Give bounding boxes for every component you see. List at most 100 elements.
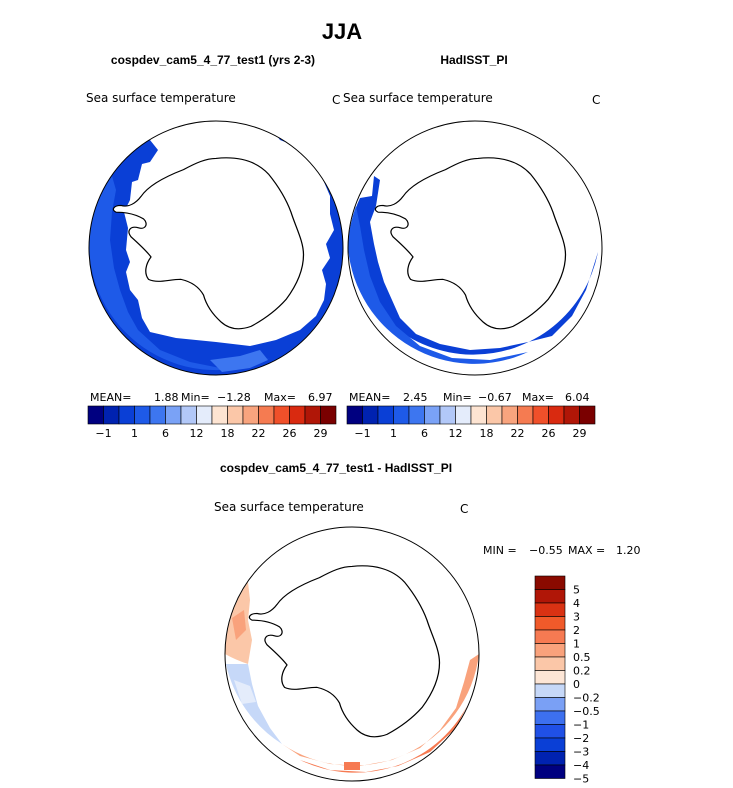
panel-test-mean-value: 1.88: [154, 391, 179, 404]
colorbar-box-test-14: [304, 405, 321, 425]
colorbar-box-obs-12: [532, 405, 549, 425]
panel-test-variable: Sea surface temperature: [86, 91, 236, 105]
diff-colorbar-tick-10: −1: [573, 719, 589, 732]
colorbar-box-obs-4: [408, 405, 425, 425]
panel-obs-colorbar-ticks: −1 1 6 12 18 22 26 29: [354, 427, 586, 440]
diff-colorbar-tick-4: 1: [573, 638, 580, 651]
diff-colorbar-box-10: [534, 710, 566, 725]
panel-test-map: [88, 120, 344, 376]
colorbar-box-test-9: [227, 405, 244, 425]
panel-obs-mean-label: MEAN=: [349, 391, 390, 404]
colorbar-box-obs-15: [579, 405, 596, 425]
panel-obs-min-value: −0.67: [478, 391, 512, 404]
panel-obs-map: [347, 120, 603, 376]
diff-colorbar-box-4: [534, 629, 566, 644]
colorbar-box-test-4: [149, 405, 166, 425]
colorbar-tick-obs-0: −1: [354, 427, 370, 440]
colorbar-box-test-12: [273, 405, 290, 425]
colorbar-box-obs-9: [486, 405, 503, 425]
colorbar-tick-test-4: 18: [221, 427, 235, 440]
panel-diff-colorbar: [534, 575, 566, 779]
colorbar-box-test-11: [258, 405, 275, 425]
colorbar-tick-obs-3: 12: [449, 427, 463, 440]
panel-test-colorbar-ticks: −1 1 6 12 18 22 26 29: [95, 427, 327, 440]
difference-title: cospdev_cam5_4_77_test1 - HadISST_PI: [220, 461, 452, 475]
colorbar-box-obs-8: [470, 405, 487, 425]
panel-diff-stats: MIN = −0.55 MAX = 1.20: [483, 544, 641, 557]
colorbar-box-obs-0: [346, 405, 363, 425]
panel-test-case-label: cospdev_cam5_4_77_test1 (yrs 2-3): [111, 53, 315, 67]
colorbar-box-obs-2: [377, 405, 394, 425]
colorbar-tick-obs-5: 22: [511, 427, 525, 440]
diff-colorbar-box-14: [534, 764, 566, 779]
colorbar-box-test-10: [242, 405, 259, 425]
colorbar-tick-test-5: 22: [252, 427, 266, 440]
colorbar-box-test-15: [320, 405, 337, 425]
diff-colorbar-box-12: [534, 737, 566, 752]
diff-colorbar-box-0: [534, 575, 566, 590]
colorbar-box-test-8: [211, 405, 228, 425]
colorbar-box-obs-14: [563, 405, 580, 425]
panel-test-min-value: −1.28: [217, 391, 251, 404]
panel-test-stats: MEAN= 1.88 Min= −1.28 Max= 6.97: [90, 391, 333, 404]
panel-obs-variable: Sea surface temperature: [343, 91, 493, 105]
diff-colorbar-tick-9: −0.5: [573, 705, 600, 718]
panel-obs-max-label: Max=: [522, 391, 554, 404]
panel-test-colorbar: [87, 405, 337, 425]
diff-colorbar-box-1: [534, 589, 566, 604]
colorbar-tick-test-0: −1: [95, 427, 111, 440]
colorbar-box-obs-3: [393, 405, 410, 425]
colorbar-box-obs-5: [424, 405, 441, 425]
colorbar-tick-obs-2: 6: [421, 427, 428, 440]
colorbar-tick-test-2: 6: [162, 427, 169, 440]
diff-colorbar-tick-12: −3: [573, 746, 589, 759]
colorbar-box-obs-11: [517, 405, 534, 425]
panel-diff-min-value: −0.55: [529, 544, 563, 557]
colorbar-box-test-0: [87, 405, 104, 425]
colorbar-tick-obs-4: 18: [480, 427, 494, 440]
colorbar-tick-test-1: 1: [131, 427, 138, 440]
colorbar-box-obs-7: [455, 405, 472, 425]
panel-obs-max-value: 6.04: [565, 391, 590, 404]
diff-colorbar-tick-7: 0: [573, 678, 580, 691]
diff-colorbar-tick-14: −5: [573, 773, 589, 786]
colorbar-box-test-6: [180, 405, 197, 425]
panel-diff-min-label: MIN =: [483, 544, 517, 557]
panel-diff-max-label: MAX =: [568, 544, 605, 557]
panel-test-mean-label: MEAN=: [90, 391, 131, 404]
colorbar-tick-obs-7: 29: [573, 427, 587, 440]
colorbar-tick-obs-1: 1: [390, 427, 397, 440]
panel-obs-case-label: HadISST_PI: [440, 53, 507, 67]
colorbar-box-test-7: [196, 405, 213, 425]
diff-colorbar-tick-1: 4: [573, 597, 580, 610]
panel-test-max-value: 6.97: [308, 391, 333, 404]
panel-obs-colorbar: [346, 405, 596, 425]
colorbar-box-test-13: [289, 405, 306, 425]
diff-colorbar-tick-11: −2: [573, 732, 589, 745]
panel-obs-mean-value: 2.45: [403, 391, 428, 404]
panel-obs-stats: MEAN= 2.45 Min= −0.67 Max= 6.04: [349, 391, 590, 404]
colorbar-tick-test-6: 26: [283, 427, 297, 440]
diff-colorbar-tick-5: 0.5: [573, 651, 591, 664]
diff-colorbar-box-9: [534, 697, 566, 712]
diff-colorbar-tick-8: −0.2: [573, 692, 600, 705]
diff-colorbar-tick-13: −4: [573, 759, 589, 772]
colorbar-box-obs-10: [501, 405, 518, 425]
colorbar-tick-obs-6: 26: [542, 427, 556, 440]
colorbar-box-test-1: [103, 405, 120, 425]
diff-colorbar-box-8: [534, 683, 566, 698]
panel-test-units: C: [332, 93, 340, 107]
colorbar-box-obs-13: [548, 405, 565, 425]
diff-colorbar-tick-6: 0.2: [573, 665, 591, 678]
diff-colorbar-box-2: [534, 602, 566, 617]
panel-diff-map: [224, 526, 480, 782]
colorbar-box-obs-1: [362, 405, 379, 425]
panel-obs-min-label: Min=: [443, 391, 472, 404]
diff-colorbar-box-7: [534, 670, 566, 685]
figure-title: JJA: [322, 19, 362, 44]
colorbar-box-test-3: [134, 405, 151, 425]
diff-colorbar-tick-3: 2: [573, 624, 580, 637]
diff-colorbar-box-13: [534, 751, 566, 766]
